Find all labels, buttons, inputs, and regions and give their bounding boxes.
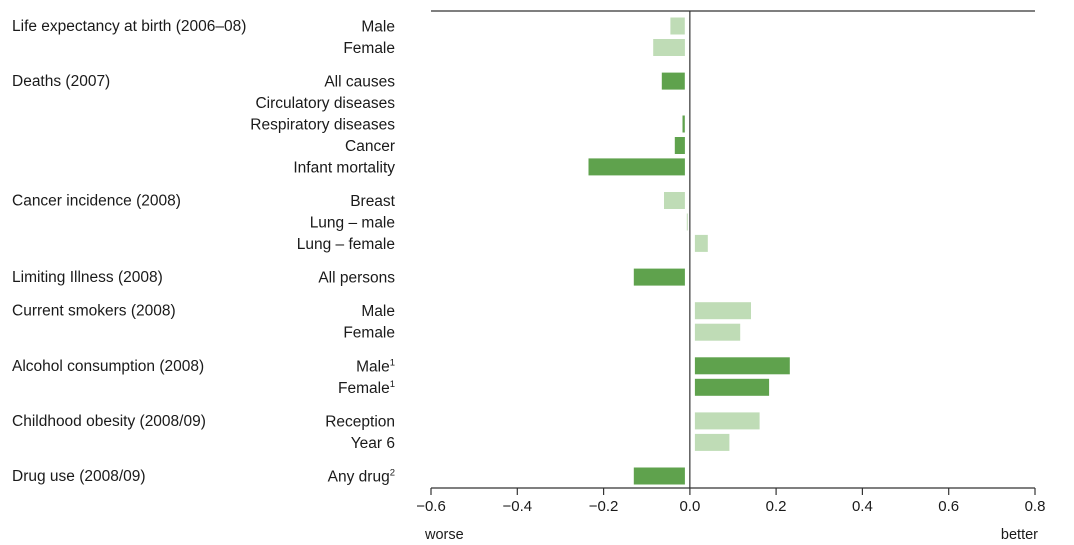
category-label-text: Infant mortality <box>293 159 395 176</box>
category-label-text: Male <box>361 303 395 320</box>
category-label: Lung – female <box>297 236 395 253</box>
group-label: Alcohol consumption (2008) <box>12 358 204 375</box>
bar <box>633 268 685 286</box>
bar <box>694 302 751 320</box>
bar <box>694 378 770 396</box>
better-label: better <box>1001 527 1038 543</box>
category-label-text: Male <box>361 19 395 36</box>
category-label: Male1 <box>356 357 395 375</box>
category-label-text: Female <box>343 325 395 342</box>
category-label-text: Cancer <box>345 138 395 155</box>
category-label: Female <box>343 325 395 342</box>
category-label: Year 6 <box>351 435 395 452</box>
footnote-marker: 2 <box>390 468 395 479</box>
category-label: Any drug2 <box>328 468 395 486</box>
group-label: Childhood obesity (2008/09) <box>12 413 206 430</box>
x-tick-label: 0.8 <box>1025 498 1046 515</box>
category-label-text: Breast <box>350 193 395 210</box>
category-label: Male <box>361 303 395 320</box>
footnote-marker: 1 <box>390 379 395 390</box>
category-label: Lung – male <box>310 215 395 232</box>
bar <box>694 412 760 430</box>
category-label-text: All persons <box>318 270 395 287</box>
x-tick-label: 0.2 <box>766 498 787 515</box>
category-label: Breast <box>350 193 395 210</box>
x-tick-label: 0.0 <box>679 498 700 515</box>
category-label: All persons <box>318 270 395 287</box>
group-label: Cancer incidence (2008) <box>12 193 181 210</box>
category-label: Circulatory diseases <box>255 95 395 112</box>
bar <box>694 323 741 341</box>
bar <box>682 115 685 133</box>
bar <box>694 234 708 252</box>
group-label: Deaths (2007) <box>12 73 110 90</box>
group-label: Limiting Illness (2008) <box>12 269 163 286</box>
category-label: Cancer <box>345 138 395 155</box>
category-label: Female1 <box>338 379 395 397</box>
group-label: Current smokers (2008) <box>12 303 176 320</box>
category-label-text: Circulatory diseases <box>255 95 395 112</box>
group-label: Life expectancy at birth (2006–08) <box>12 18 246 35</box>
category-label: All causes <box>324 74 395 91</box>
bar <box>633 467 685 485</box>
category-label-text: Reception <box>325 413 395 430</box>
category-label-text: Respiratory diseases <box>250 117 395 134</box>
category-label: Female <box>343 40 395 57</box>
category-label-text: Female <box>343 40 395 57</box>
bar <box>661 72 685 90</box>
category-label-text: Lung – female <box>297 236 395 253</box>
category-label: Respiratory diseases <box>250 117 395 134</box>
category-label-text: Male <box>356 358 390 375</box>
category-label: Reception <box>325 413 395 430</box>
group-label: Drug use (2008/09) <box>12 468 146 485</box>
bar <box>653 39 685 56</box>
x-tick-label: 0.6 <box>938 498 959 515</box>
worse-label: worse <box>424 527 464 543</box>
category-label-text: Year 6 <box>351 435 395 452</box>
category-label-text: Lung – male <box>310 215 395 232</box>
bar <box>588 158 685 176</box>
bar <box>674 137 685 154</box>
bar <box>686 213 688 231</box>
x-tick-label: 0.4 <box>852 498 873 515</box>
bar <box>664 192 685 209</box>
footnote-marker: 1 <box>390 357 395 368</box>
category-label: Infant mortality <box>293 159 395 176</box>
bar <box>670 17 685 35</box>
bar <box>694 357 790 375</box>
x-tick-label: −0.2 <box>589 498 619 515</box>
bar <box>694 433 730 451</box>
x-tick-label: −0.6 <box>416 498 446 515</box>
category-label-text: Any drug <box>328 469 390 486</box>
category-label-text: Female <box>338 380 390 397</box>
category-label-text: All causes <box>324 74 395 91</box>
x-tick-label: −0.4 <box>502 498 532 515</box>
category-label: Male <box>361 19 395 36</box>
